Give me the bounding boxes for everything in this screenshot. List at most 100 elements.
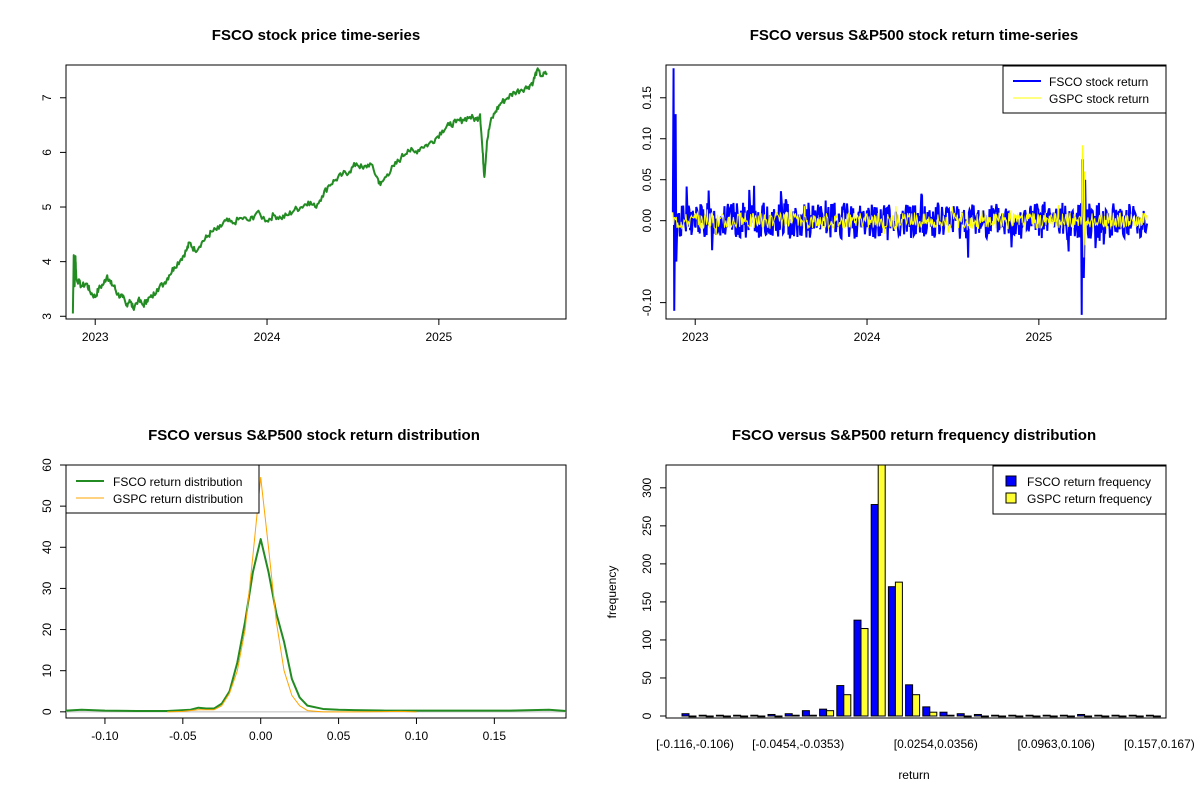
fsco-frequency-bar (905, 684, 914, 717)
returns-y-tick-label: 0.10 (640, 127, 654, 151)
histogram-legend: FSCO return frequency GSPC return freque… (992, 465, 1167, 515)
density-y-tick-label: 60 (40, 458, 54, 472)
fsco-frequency-bar (681, 713, 690, 717)
density-y-tick-label: 0 (40, 708, 54, 715)
gspc-frequency-bar (860, 628, 869, 717)
gspc-frequency-bar (791, 714, 800, 717)
gspc-frequency-bar (1135, 715, 1144, 718)
price-x-tick-label: 2023 (82, 330, 109, 344)
returns-chart-panel: FSCO versus S&P500 stock return time-ser… (640, 27, 1167, 344)
gspc-frequency-bar (894, 581, 903, 717)
gspc-frequency-bar (963, 715, 972, 718)
fsco-frequency-bar (853, 619, 862, 717)
fsco-frequency-bar (956, 713, 965, 717)
gspc-frequency-bar (826, 710, 835, 717)
histogram-x-tick-label: [0.0254,0.0356) (894, 737, 978, 751)
gspc-frequency-bar (843, 694, 852, 717)
histogram-y-tick-label: 250 (640, 516, 654, 536)
price-chart-title: FSCO stock price time-series (212, 27, 420, 44)
returns-chart-title: FSCO versus S&P500 stock return time-ser… (750, 27, 1078, 44)
histogram-x-tick-label: [0.157,0.167) (1124, 737, 1195, 751)
returns-legend: FSCO stock return GSPC stock return (1002, 65, 1167, 114)
returns-x-tick-label: 2025 (1026, 330, 1053, 344)
returns-y-tick-label: -0.10 (640, 289, 654, 317)
fsco-frequency-bar (1059, 714, 1068, 717)
price-x-tick-label: 2024 (254, 330, 281, 344)
price-y-tick-label: 5 (40, 203, 54, 210)
fsco-frequency-bar (1145, 714, 1154, 717)
fsco-frequency-bar (767, 713, 776, 717)
density-x-tick-label: -0.05 (169, 729, 197, 743)
gspc-frequency-bar (722, 715, 731, 718)
density-legend-fsco-label: FSCO return distribution (113, 475, 242, 489)
density-x-tick-label: -0.10 (91, 729, 119, 743)
returns-legend-box (1002, 65, 1167, 114)
gspc-frequency-bar (1049, 715, 1058, 718)
price-x-tick-label: 2025 (426, 330, 453, 344)
density-x-tick-label: 0.15 (483, 729, 507, 743)
price-y-tick-label: 7 (40, 94, 54, 101)
density-chart-panel: FSCO versus S&P500 stock return distribu… (40, 427, 567, 743)
fsco-frequency-bar (973, 713, 982, 717)
gspc-frequency-bar (1032, 715, 1041, 718)
fsco-frequency-bar (715, 714, 724, 717)
fsco-frequency-bar (1042, 714, 1051, 717)
fsco-frequency-bar (1128, 714, 1137, 717)
histogram-y-axis-label: frequency (605, 566, 619, 619)
gspc-frequency-bar (877, 464, 886, 717)
gspc-frequency-bar (688, 715, 697, 718)
returns-x-tick-label: 2023 (682, 330, 709, 344)
density-y-tick-label: 20 (40, 623, 54, 637)
fsco-frequency-bar (1094, 714, 1103, 717)
fsco-frequency-bar (819, 708, 828, 717)
density-legend-box (65, 464, 260, 514)
fsco-frequency-bar (1111, 714, 1120, 717)
gspc-frequency-bar (1066, 715, 1075, 718)
histogram-y-tick-label: 0 (640, 712, 654, 719)
gspc-frequency-bar (774, 715, 783, 718)
histogram-y-tick-label: 50 (640, 671, 654, 685)
density-legend-gspc-label: GSPC return distribution (113, 492, 243, 506)
gspc-frequency-bar (740, 715, 749, 718)
density-x-tick-label: 0.10 (405, 729, 429, 743)
fsco-frequency-bar (801, 710, 810, 717)
gspc-frequency-bar (1015, 715, 1024, 718)
fsco-frequency-bar (1077, 713, 1086, 717)
histogram-legend-fsco-label: FSCO return frequency (1027, 475, 1151, 489)
histogram-legend-gspc-label: GSPC return frequency (1027, 492, 1152, 506)
fsco-frequency-bar (784, 713, 793, 717)
fsco-frequency-bar (991, 714, 1000, 717)
fsco-frequency-bar (922, 706, 931, 717)
histogram-chart-panel: FSCO versus S&P500 return frequency dist… (605, 427, 1195, 782)
density-y-tick-label: 50 (40, 499, 54, 513)
returns-y-tick-label: 0.15 (640, 86, 654, 110)
price-y-tick-label: 6 (40, 149, 54, 156)
density-chart-title: FSCO versus S&P500 stock return distribu… (148, 427, 480, 444)
gspc-frequency-bar (1084, 715, 1093, 718)
returns-y-tick-label: 0.05 (640, 168, 654, 192)
histogram-legend-gspc-swatch (1005, 492, 1017, 504)
returns-legend-gspc-label: GSPC stock return (1049, 92, 1149, 106)
density-x-tick-label: 0.05 (327, 729, 351, 743)
gspc-frequency-bar (1101, 715, 1110, 718)
gspc-frequency-bar (705, 715, 714, 718)
gspc-density-line (167, 476, 417, 713)
gspc-return-line (672, 145, 1148, 258)
gspc-frequency-bar (998, 715, 1007, 718)
histogram-legend-box (992, 465, 1167, 515)
fsco-frequency-bar (836, 685, 845, 717)
returns-y-tick-label: 0.00 (640, 209, 654, 233)
fsco-frequency-bar (733, 714, 742, 717)
fsco-frequency-bar (870, 504, 879, 717)
histogram-x-axis-label: return (898, 768, 929, 782)
gspc-frequency-bar (912, 694, 921, 717)
density-y-tick-label: 40 (40, 540, 54, 554)
fsco-frequency-bar (750, 714, 759, 717)
density-y-tick-label: 10 (40, 664, 54, 678)
histogram-plot-frame (665, 464, 1167, 719)
gspc-frequency-bar (757, 715, 766, 718)
histogram-y-tick-label: 100 (640, 630, 654, 650)
histogram-y-tick-label: 300 (640, 477, 654, 497)
density-y-tick-label: 30 (40, 581, 54, 595)
